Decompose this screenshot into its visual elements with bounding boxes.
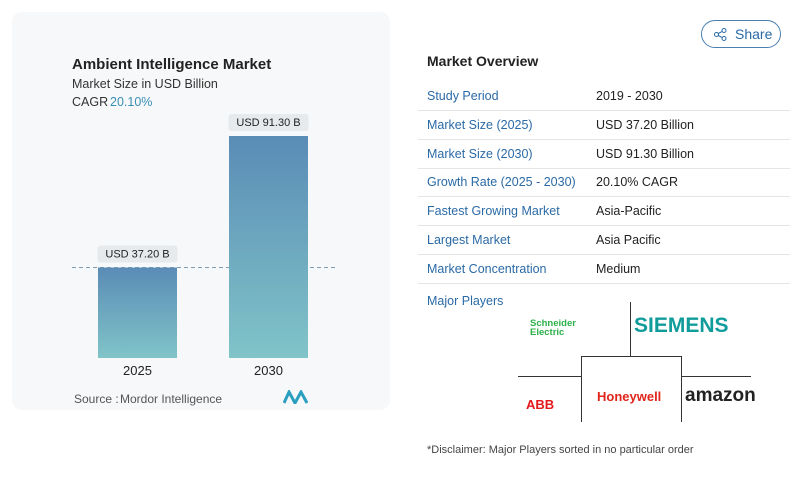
bar [229,136,308,358]
value-label-bg [97,245,178,263]
players-title: Major Players [427,294,504,308]
grid-line [581,356,681,357]
row-label: Largest Market [427,233,511,247]
player-logo: amazon [685,385,756,406]
row-value: USD 91.30 Billion [596,146,694,161]
row-value: 2019 - 2030 [596,89,663,103]
overview-row: Study Period 2019 - 2030 [418,82,790,111]
chart-subtitle: Market Size in USD Billion [72,77,218,91]
row-value: Asia Pacific [596,233,661,247]
overview-row: Market Size (2025) USD 37.20 Billion [418,111,790,140]
x-tick-label: 2030 [254,363,283,378]
row-label: Market Size (2030) [427,146,533,161]
value-label: USD 37.20 B [105,249,169,261]
row-value: Medium [596,261,641,276]
row-label: Study Period [427,89,499,103]
share-icon [714,28,727,41]
share-button[interactable]: Share [701,20,781,48]
player-logo: SIEMENS [634,314,729,337]
grid-line [581,356,582,422]
value-label-bg [228,114,309,131]
overview-row: Largest Market Asia Pacific [418,226,790,255]
overview-row: Market Concentration Medium [418,255,790,284]
player-logo: Schneider Electric [530,318,576,338]
row-value: 20.10% CAGR [596,175,678,190]
chart-title: Ambient Intelligence Market [72,56,272,73]
source-label: Source : [74,392,119,406]
cagr-value: 20.10% [110,95,153,109]
row-value: Asia-Pacific [596,204,662,219]
overview-row: Growth Rate (2025 - 2030) 20.10% CAGR [418,168,790,198]
bar [98,267,177,358]
grid-line [681,356,682,422]
player-logo: ABB [526,397,555,412]
row-value: USD 37.20 Billion [596,117,694,132]
grid-line [630,302,631,356]
share-label: Share [735,26,773,42]
chart-card [12,12,390,410]
grid-line [681,376,751,377]
value-label: USD 91.30 B [236,117,300,129]
grid-line [518,376,581,377]
player-logo: Honeywell [597,389,662,404]
overview-row: Fastest Growing Market Asia-Pacific [418,197,790,227]
row-label: Market Size (2025) [427,117,533,132]
logo [283,390,309,404]
row-label: Market Concentration [427,261,547,276]
x-tick-label: 2025 [123,363,152,378]
cagr-label: CAGR [72,95,109,109]
chart: USD 37.20 B 2025 USD 91.30 B 2030 [72,114,336,378]
disclaimer: *Disclaimer: Major Players sorted in no … [427,444,694,456]
row-label: Growth Rate (2025 - 2030) [427,175,576,190]
row-label: Fastest Growing Market [427,204,560,219]
source: Mordor Intelligence [120,392,223,406]
overview-row: Market Size (2030) USD 91.30 Billion [418,140,790,169]
overview-title: Market Overview [427,53,539,69]
